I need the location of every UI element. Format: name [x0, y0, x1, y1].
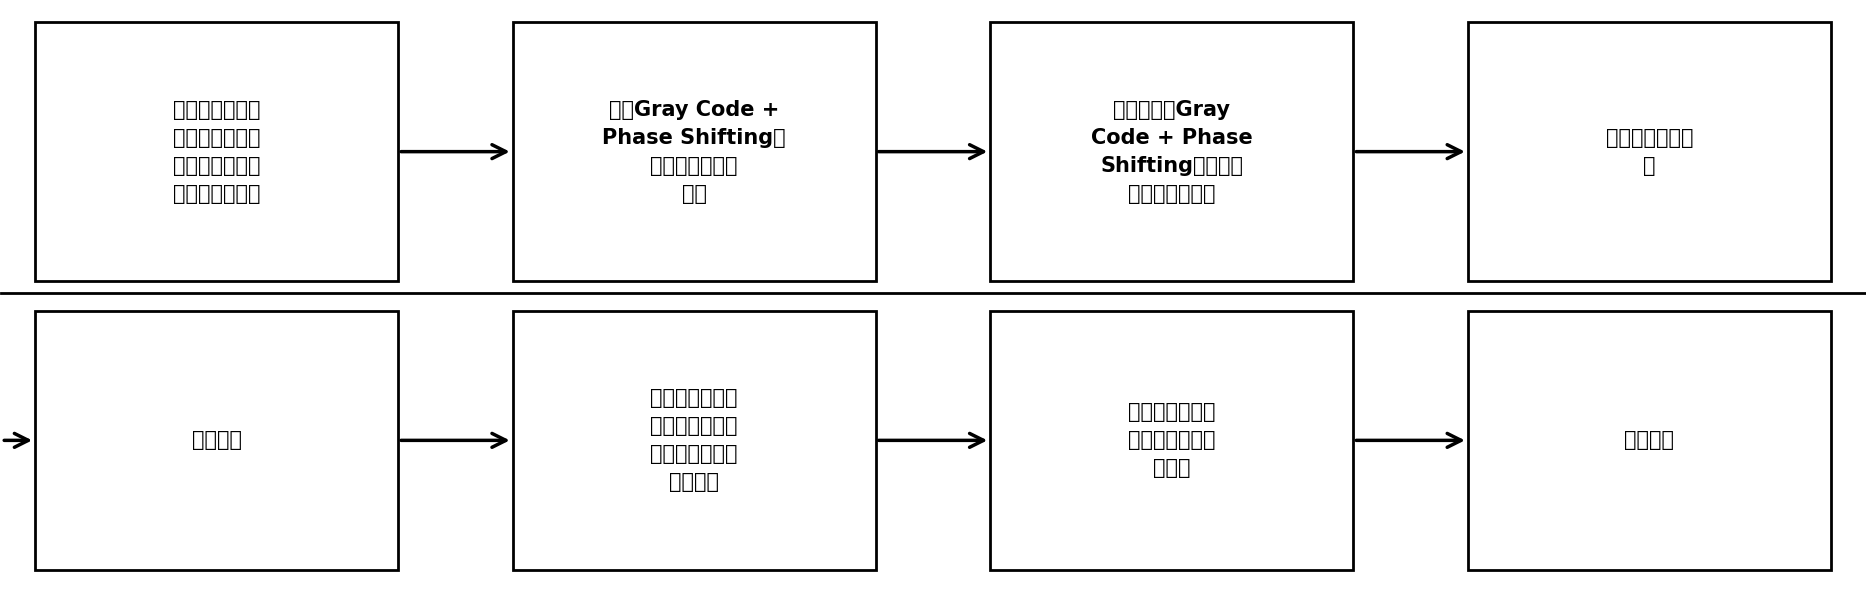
Text: 外点排除: 外点排除	[192, 430, 241, 451]
Text: 数据存储: 数据存储	[1625, 430, 1674, 451]
FancyBboxPatch shape	[35, 311, 397, 570]
FancyBboxPatch shape	[1469, 22, 1831, 281]
FancyBboxPatch shape	[991, 22, 1353, 281]
Text: 使用双线性差值
方法拟合网格内
部的点: 使用双线性差值 方法拟合网格内 部的点	[1129, 403, 1215, 478]
Text: 投影Gray Code +
Phase Shifting编
码，并使用相机
拍摄: 投影Gray Code + Phase Shifting编 码，并使用相机 拍摄	[603, 99, 786, 204]
Text: 对采集到的Gray
Code + Phase
Shifting进行差分
及二值化化处理: 对采集到的Gray Code + Phase Shifting进行差分 及二值化…	[1092, 99, 1252, 204]
FancyBboxPatch shape	[513, 22, 875, 281]
Text: 投影白色及黑色
图像，并使用相
机拍摄，用于提
取有效编码区域: 投影白色及黑色 图像，并使用相 机拍摄，用于提 取有效编码区域	[174, 99, 261, 204]
FancyBboxPatch shape	[513, 311, 875, 570]
FancyBboxPatch shape	[35, 22, 397, 281]
FancyBboxPatch shape	[991, 311, 1353, 570]
Text: 将相机空间划分
并计算每个网格
点在投影机空间
的坐标。: 将相机空间划分 并计算每个网格 点在投影机空间 的坐标。	[651, 388, 737, 493]
FancyBboxPatch shape	[1469, 311, 1831, 570]
Text: 编码图像进行编
码: 编码图像进行编 码	[1605, 128, 1692, 176]
